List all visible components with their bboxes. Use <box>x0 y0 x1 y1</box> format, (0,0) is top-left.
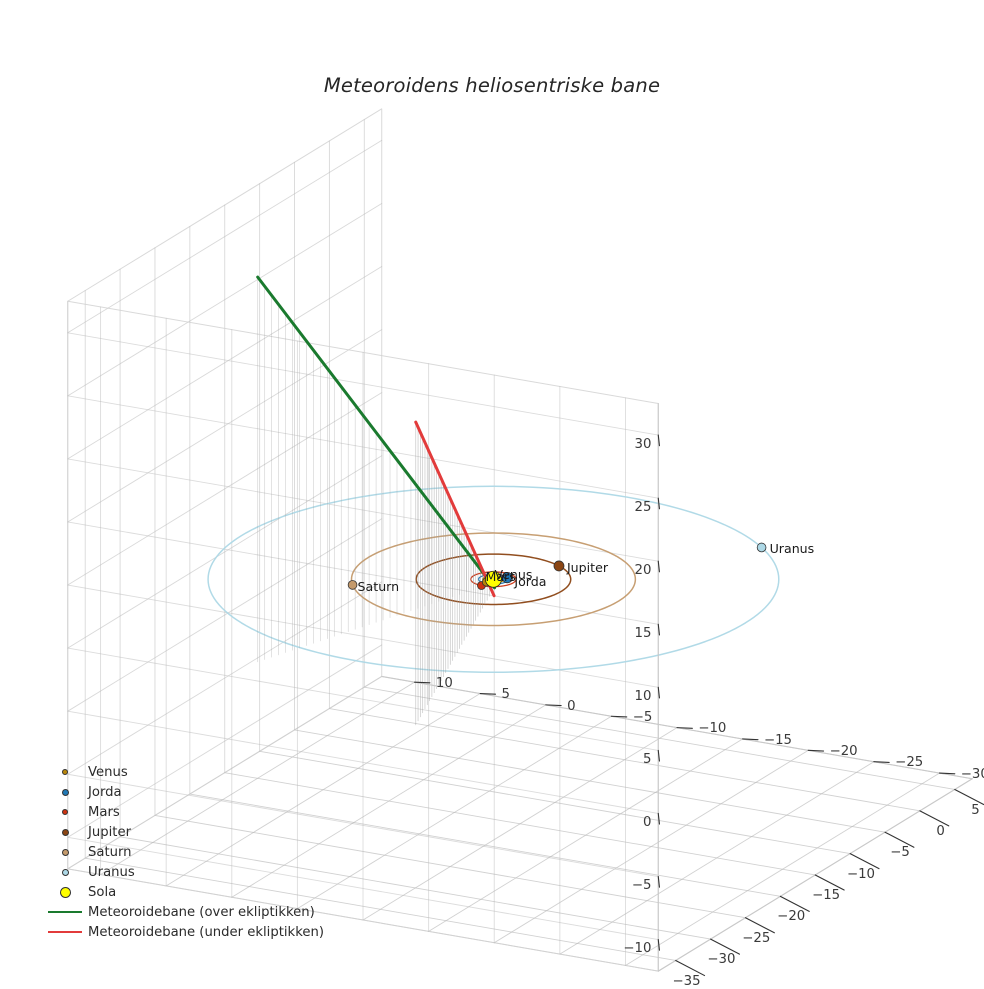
axis-tick-label: −15 <box>812 888 841 904</box>
legend-line-swatch <box>42 911 88 913</box>
legend-marker-uranus <box>42 868 88 876</box>
axis-tick-label: −5 <box>890 845 910 861</box>
axis-tick-label: −35 <box>672 973 701 989</box>
legend-label: Venus <box>88 764 128 780</box>
axis-tick-label: 15 <box>634 625 652 641</box>
axis-tick-label: −10 <box>698 721 727 737</box>
axis-tick-label: −30 <box>960 766 984 782</box>
page-title: Meteoroidens heliosentriske bane <box>323 74 661 97</box>
legend-marker-saturn <box>42 848 88 856</box>
body-label-jorda: Jorda <box>514 573 547 589</box>
axis-tick-label: 10 <box>435 675 453 691</box>
legend-dot-icon <box>61 828 69 836</box>
legend-label: Uranus <box>88 864 135 880</box>
legend-label: Meteoroidebane (under ekliptikken) <box>88 924 324 940</box>
legend-label: Sola <box>88 884 117 900</box>
legend-dot-icon <box>61 788 69 796</box>
legend-item[interactable]: Venus <box>42 762 324 782</box>
legend-label: Mars <box>88 804 120 820</box>
legend-line-icon <box>48 911 82 913</box>
axis-tick-label: −10 <box>623 941 652 957</box>
body-label-jupiter: Jupiter <box>566 559 609 575</box>
axis-tick-label: 5 <box>971 802 980 818</box>
legend-item[interactable]: Meteoroidebane (under ekliptikken) <box>42 922 324 942</box>
legend-label: Jupiter <box>88 824 131 840</box>
axis-tick-label: 10 <box>634 688 652 704</box>
axis-tick-label: −5 <box>631 878 652 894</box>
legend-dot-icon <box>61 868 69 876</box>
body-label-venus: Venus <box>494 566 533 582</box>
legend-marker-jorda <box>42 788 88 796</box>
body-label-saturn: Saturn <box>357 578 400 594</box>
axis-tick-label: 25 <box>634 499 652 515</box>
legend-dot-icon <box>59 886 71 898</box>
axis-tick-label: −20 <box>829 744 858 760</box>
legend-item[interactable]: Jupiter <box>42 822 324 842</box>
axis-tick-label: −10 <box>846 866 875 882</box>
axis-tick-label: −15 <box>763 732 793 748</box>
legend-label: Jorda <box>88 784 122 800</box>
axis-tick-label: −20 <box>777 909 806 925</box>
legend-dot-icon <box>61 808 69 816</box>
legend-marker-jupiter <box>42 828 88 836</box>
axis-tick-label: 0 <box>567 698 576 714</box>
legend-marker-mars <box>42 808 88 816</box>
legend-item[interactable]: Jorda <box>42 782 324 802</box>
legend-marker-sola <box>42 886 88 898</box>
body-label-uranus: Uranus <box>769 541 815 557</box>
legend-item[interactable]: Meteoroidebane (over ekliptikken) <box>42 902 324 922</box>
legend-label: Meteoroidebane (over ekliptikken) <box>88 904 315 920</box>
body-label-mars: Mars <box>485 568 516 584</box>
axis-tick-label: 5 <box>501 687 510 703</box>
axis-tick-label: −5 <box>632 709 653 725</box>
axis-tick-label: −25 <box>742 930 771 946</box>
legend-dot-icon <box>62 769 68 775</box>
axis-tick-label: 30 <box>634 436 652 452</box>
legend-marker-venus <box>42 769 88 775</box>
legend-item[interactable]: Saturn <box>42 842 324 862</box>
axis-tick-label: −30 <box>707 952 736 968</box>
legend: Venus Jorda Mars Jupiter Saturn Uranus Sola Met… <box>42 762 324 942</box>
legend-item[interactable]: Mars <box>42 802 324 822</box>
legend-item[interactable]: Uranus <box>42 862 324 882</box>
axis-tick-label: 0 <box>936 823 945 839</box>
axis-tick-label: −25 <box>895 755 924 771</box>
axis-tick-label: 5 <box>642 752 652 768</box>
legend-line-icon <box>48 931 82 933</box>
legend-dot-icon <box>61 848 69 856</box>
axis-tick-label: 20 <box>634 562 652 578</box>
legend-item[interactable]: Sola <box>42 882 324 902</box>
axis-tick-label: 0 <box>642 815 652 831</box>
legend-line-swatch <box>42 931 88 933</box>
legend-label: Saturn <box>88 844 132 860</box>
